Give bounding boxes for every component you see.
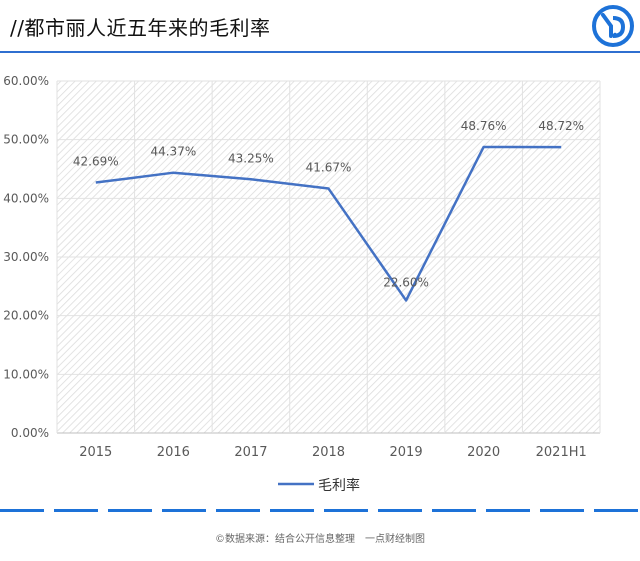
y-tick-label: 40.00% [3,191,49,205]
footer-dash [216,509,260,512]
footer-dash [324,509,368,512]
x-tick-label: 2017 [234,445,267,460]
footer-dash [594,509,638,512]
line-chart: 0.00% 10.00% 20.00% 30.00% 40.00% 50.00% 60.00… [3,74,601,494]
data-label: 43.25% [228,151,274,165]
legend: 毛利率 [278,477,360,494]
data-label: 22.60% [383,275,429,289]
header-divider [0,51,640,53]
y-tick-label: 0.00% [11,426,49,440]
x-tick-label: 2020 [467,445,500,460]
y-tick-label: 30.00% [3,250,49,264]
data-label: 48.72% [538,119,584,133]
footer-dash [162,509,206,512]
x-tick-label: 2021H1 [536,445,587,460]
x-tick-label: 2016 [157,445,190,460]
footer-dash [486,509,530,512]
x-tick-label: 2018 [312,445,345,460]
data-labels: 42.69% 44.37% 43.25% 41.67% 22.60% 48.76% 48.7… [73,119,584,289]
page-title: //都市丽人近五年来的毛利率 [10,16,271,40]
data-label: 44.37% [150,145,196,159]
y-axis: 0.00% 10.00% 20.00% 30.00% 40.00% 50.00% 60.00… [3,74,49,440]
x-tick-label: 2019 [390,445,423,460]
y-tick-label: 50.00% [3,133,49,147]
series-line-gross-margin [95,145,562,302]
data-label: 41.67% [306,161,352,175]
source-note: ©数据来源：结合公开信息整理 一点财经制图 [215,534,425,545]
footer-divider [0,509,638,512]
y-tick-label: 20.00% [3,309,49,323]
x-axis: 2015 2016 2017 2018 2019 2020 2021H1 [79,445,587,460]
y-tick-label: 10.00% [3,367,49,381]
yd-logo-icon [591,4,635,48]
x-tick-label: 2015 [79,445,112,460]
data-label: 48.76% [461,119,507,133]
gridlines [56,80,601,434]
footer-dash [378,509,422,512]
legend-label: 毛利率 [318,477,360,494]
data-label: 42.69% [73,155,119,169]
footer-dash [0,509,44,512]
header: //都市丽人近五年来的毛利率 [0,0,640,53]
footer-dash [432,509,476,512]
footer-dash [540,509,584,512]
footer-dash [270,509,314,512]
footer-dash [54,509,98,512]
footer-dash [108,509,152,512]
y-tick-label: 60.00% [3,74,49,88]
